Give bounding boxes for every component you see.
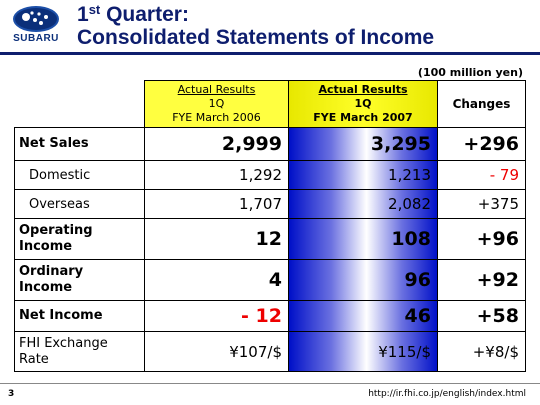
income-table: Actual Results 1Q FYE March 2006 Actual …	[14, 80, 526, 372]
subaru-logo: SUBARU	[6, 6, 66, 46]
footer-url: http://ir.fhi.co.jp/english/index.html	[368, 389, 526, 399]
cell-change: +58	[437, 300, 526, 332]
cell-fy2006: 2,999	[144, 127, 289, 161]
row-label: Domestic	[14, 160, 145, 190]
cell-change: +¥8/$	[437, 331, 526, 372]
table-row-net-sales: Net Sales 2,999 3,295 +296	[14, 127, 526, 161]
row-label: Ordinary Income	[14, 259, 145, 301]
cell-fy2006: - 12	[144, 300, 289, 332]
title-superscript: st	[88, 2, 101, 17]
title-quarter-label: Quarter:	[100, 3, 189, 26]
header-fy2007-line3: FYE March 2007	[313, 111, 413, 124]
row-label-line1: Operating	[19, 223, 93, 238]
table-row-domestic: Domestic 1,292 1,213 - 79	[14, 160, 526, 190]
header-fy2007-line2: 1Q	[354, 97, 372, 110]
row-label-line1: Ordinary	[19, 264, 84, 279]
row-label: FHI Exchange Rate	[14, 331, 145, 372]
row-label: Overseas	[14, 189, 145, 219]
cell-change: +96	[437, 218, 526, 260]
row-label: Operating Income	[14, 218, 145, 260]
cell-change: - 79	[437, 160, 526, 190]
header-row: Actual Results 1Q FYE March 2006 Actual …	[14, 80, 526, 128]
cell-fy2007: 108	[288, 218, 438, 260]
cell-fy2006: ¥107/$	[144, 331, 289, 372]
page-title: 1st Quarter: Consolidated Statements of …	[77, 3, 434, 49]
cell-change: +375	[437, 189, 526, 219]
cell-fy2007: 96	[288, 259, 438, 301]
cell-fy2006: 12	[144, 218, 289, 260]
header-fy2006-line3: FYE March 2006	[172, 111, 261, 124]
row-label-line2: Rate	[19, 351, 49, 367]
row-label-line2: Income	[19, 280, 73, 295]
cell-fy2006: 4	[144, 259, 289, 301]
header-fy2006: Actual Results 1Q FYE March 2006	[144, 80, 289, 128]
header-fy2006-line2: 1Q	[208, 97, 225, 110]
page-number: 3	[8, 389, 15, 399]
cell-change: +92	[437, 259, 526, 301]
cell-change: +296	[437, 127, 526, 161]
table-row-operating-income: Operating Income 12 108 +96	[14, 218, 526, 260]
table-row-exchange-rate: FHI Exchange Rate ¥107/$ ¥115/$ +¥8/$	[14, 331, 526, 372]
row-label: Net Sales	[14, 127, 145, 161]
cell-fy2007: ¥115/$	[288, 331, 438, 372]
header-blank-cell	[14, 80, 145, 128]
title-subtitle: Consolidated Statements of Income	[77, 26, 435, 49]
cell-fy2007: 1,213	[288, 160, 438, 190]
cell-fy2007: 46	[288, 300, 438, 332]
table-row-ordinary-income: Ordinary Income 4 96 +92	[14, 259, 526, 301]
table-row-net-income: Net Income - 12 46 +58	[14, 300, 526, 332]
row-label-line2: Income	[19, 239, 73, 254]
header-fy2007-line1: Actual Results	[318, 83, 408, 96]
row-label-line1: FHI Exchange	[19, 335, 108, 351]
row-label: Net Income	[14, 300, 145, 332]
unit-note: (100 million yen)	[417, 66, 523, 79]
header-changes: Changes	[437, 80, 526, 128]
title-quarter-number: 1	[77, 3, 89, 26]
header-fy2007: Actual Results 1Q FYE March 2007	[288, 80, 438, 128]
logo-wordmark: SUBARU	[13, 33, 59, 44]
pleiades-star-icon	[13, 6, 59, 32]
cell-fy2007: 2,082	[288, 189, 438, 219]
footer-divider	[0, 383, 540, 384]
title-divider	[0, 52, 540, 55]
cell-fy2006: 1,292	[144, 160, 289, 190]
cell-fy2007: 3,295	[288, 127, 438, 161]
table-row-overseas: Overseas 1,707 2,082 +375	[14, 189, 526, 219]
header-fy2006-line1: Actual Results	[177, 83, 256, 96]
cell-fy2006: 1,707	[144, 189, 289, 219]
